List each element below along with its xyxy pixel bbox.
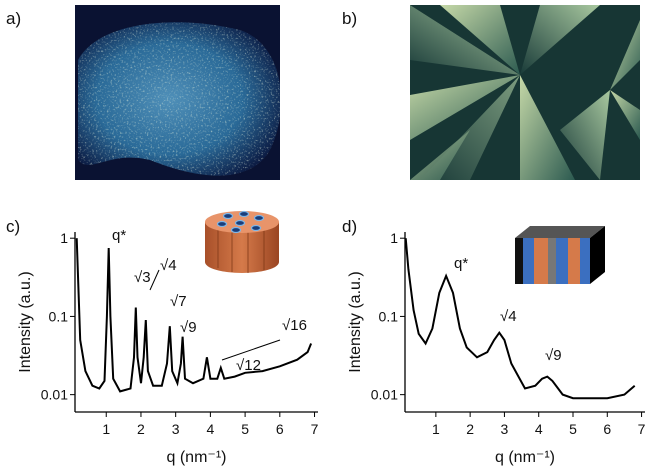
x-tick-label: 7 — [638, 421, 646, 437]
panel-label: b) — [342, 9, 357, 28]
x-tick-label: 7 — [311, 421, 319, 437]
x-tick-label: 1 — [432, 421, 440, 437]
x-tick-label: 3 — [172, 421, 180, 437]
y-tick-label: 0.1 — [379, 308, 399, 324]
x-tick-label: 6 — [276, 421, 284, 437]
peak-annotation: √7 — [170, 293, 187, 310]
y-axis-title: Intensity (a.u.) — [17, 271, 34, 372]
x-axis-title: q (nm⁻¹) — [167, 449, 227, 466]
x-tick-label: 5 — [569, 421, 577, 437]
x-tick-label: 2 — [466, 421, 474, 437]
peak-annotation: q* — [454, 255, 468, 272]
panel-label: c) — [6, 217, 20, 236]
leader-lines — [150, 270, 280, 360]
lamellar-illustration — [515, 226, 605, 284]
x-tick-label: 3 — [501, 421, 509, 437]
peak-annotation: √4 — [160, 257, 177, 274]
x-tick-label: 4 — [535, 421, 543, 437]
x-tick-label: 1 — [102, 421, 110, 437]
peak-annotation: √16 — [282, 317, 307, 334]
x-axis-title: q (nm⁻¹) — [495, 449, 555, 466]
x-tick-label: 5 — [241, 421, 249, 437]
figure: a) b) — [0, 0, 648, 471]
y-tick-label: 1 — [390, 230, 398, 246]
peak-annotation: √9 — [545, 347, 562, 364]
y-axis-title: Intensity (a.u.) — [347, 271, 364, 372]
y-tick-label: 1 — [60, 230, 68, 246]
x-tick-label: 6 — [603, 421, 611, 437]
y-tick-label: 0.01 — [41, 387, 68, 403]
micrograph-a — [75, 5, 281, 180]
x-tick-label: 4 — [206, 421, 214, 437]
panel-label: a) — [6, 9, 21, 28]
x-tick-label: 2 — [137, 421, 145, 437]
peak-annotation: √3 — [134, 269, 151, 286]
cylinder-illustration — [205, 211, 279, 273]
peak-annotation: √4 — [500, 308, 517, 325]
panel-label: d) — [342, 217, 357, 236]
y-tick-label: 0.1 — [49, 308, 69, 324]
micrograph-b — [410, 5, 640, 180]
peak-annotation: q* — [112, 227, 126, 244]
y-tick-label: 0.01 — [371, 387, 398, 403]
peak-annotation: √9 — [180, 319, 197, 336]
